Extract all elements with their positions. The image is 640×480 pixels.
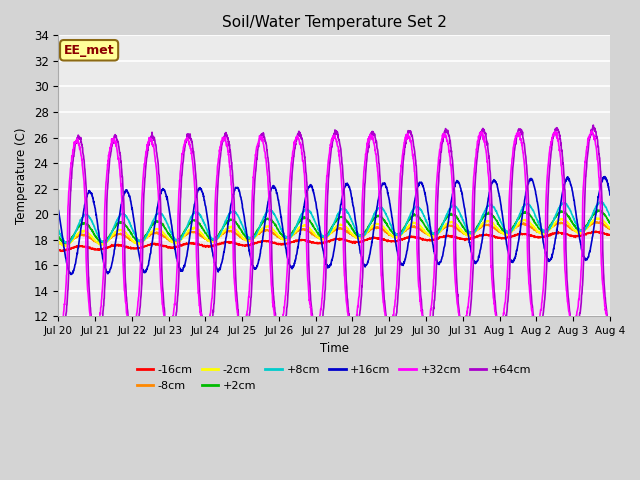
+16cm (209, 249, 216, 254)
+8cm (209, 237, 216, 242)
+2cm (557, 209, 565, 215)
-8cm (61, 242, 68, 248)
+2cm (209, 237, 216, 242)
Legend: -16cm, -8cm, -2cm, +2cm, +8cm, +16cm, +32cm, +64cm: -16cm, -8cm, -2cm, +2cm, +8cm, +16cm, +3… (132, 361, 536, 395)
+16cm (573, 216, 580, 222)
-8cm (54, 240, 62, 246)
Title: Soil/Water Temperature Set 2: Soil/Water Temperature Set 2 (221, 15, 447, 30)
+64cm (495, 325, 502, 331)
-16cm (209, 243, 216, 249)
Text: EE_met: EE_met (64, 44, 115, 57)
+16cm (67, 272, 75, 277)
+8cm (573, 222, 580, 228)
-8cm (573, 228, 580, 234)
-2cm (62, 243, 70, 249)
+16cm (557, 197, 565, 203)
-2cm (54, 239, 62, 244)
+8cm (65, 241, 72, 247)
+64cm (350, 332, 358, 338)
+8cm (362, 229, 370, 235)
+32cm (588, 128, 596, 134)
-8cm (495, 228, 502, 234)
+64cm (362, 163, 370, 169)
+64cm (573, 327, 580, 333)
+8cm (350, 224, 358, 229)
+32cm (350, 324, 358, 330)
-2cm (495, 227, 502, 233)
+32cm (362, 149, 370, 155)
+64cm (557, 147, 565, 153)
-2cm (557, 216, 565, 222)
-2cm (350, 233, 358, 239)
+2cm (350, 228, 358, 234)
-8cm (362, 229, 370, 235)
+64cm (606, 327, 614, 333)
-16cm (54, 247, 62, 253)
-8cm (606, 226, 614, 232)
-8cm (209, 238, 216, 243)
Line: +8cm: +8cm (58, 202, 610, 244)
+8cm (495, 214, 502, 220)
-2cm (209, 239, 216, 244)
+32cm (209, 290, 216, 296)
Line: +32cm: +32cm (58, 131, 610, 335)
Line: +16cm: +16cm (58, 177, 610, 275)
-8cm (557, 220, 565, 226)
+2cm (61, 240, 69, 246)
+64cm (589, 122, 597, 128)
-16cm (58, 249, 65, 254)
+16cm (54, 207, 62, 213)
+64cm (94, 341, 102, 347)
-16cm (557, 230, 565, 236)
-2cm (362, 231, 370, 237)
+32cm (495, 320, 502, 326)
+2cm (362, 227, 370, 233)
-16cm (592, 228, 600, 234)
+8cm (557, 202, 565, 208)
+16cm (362, 263, 370, 268)
+16cm (350, 209, 358, 215)
+2cm (54, 233, 62, 239)
Line: +2cm: +2cm (58, 210, 610, 243)
+8cm (597, 199, 605, 204)
Line: -8cm: -8cm (58, 222, 610, 245)
+64cm (54, 338, 62, 344)
+16cm (606, 192, 614, 198)
+32cm (573, 312, 580, 318)
+8cm (606, 213, 614, 218)
-16cm (350, 239, 358, 245)
Line: -2cm: -2cm (58, 218, 610, 246)
+32cm (92, 332, 99, 338)
+2cm (606, 220, 614, 226)
+32cm (606, 318, 614, 324)
+2cm (573, 225, 580, 231)
-8cm (593, 219, 601, 225)
-16cm (495, 235, 502, 240)
+2cm (495, 221, 502, 227)
+8cm (54, 226, 62, 232)
-16cm (362, 237, 370, 243)
+16cm (495, 189, 502, 195)
Y-axis label: Temperature (C): Temperature (C) (15, 128, 28, 224)
X-axis label: Time: Time (319, 342, 349, 355)
+32cm (54, 329, 62, 335)
Line: -16cm: -16cm (58, 231, 610, 252)
+16cm (601, 174, 609, 180)
-2cm (593, 215, 601, 221)
-16cm (573, 234, 580, 240)
-16cm (606, 232, 614, 238)
-2cm (606, 225, 614, 231)
+64cm (209, 317, 216, 323)
-8cm (350, 233, 358, 239)
-2cm (573, 229, 580, 235)
Line: +64cm: +64cm (58, 125, 610, 344)
+32cm (557, 163, 565, 168)
+2cm (596, 207, 604, 213)
